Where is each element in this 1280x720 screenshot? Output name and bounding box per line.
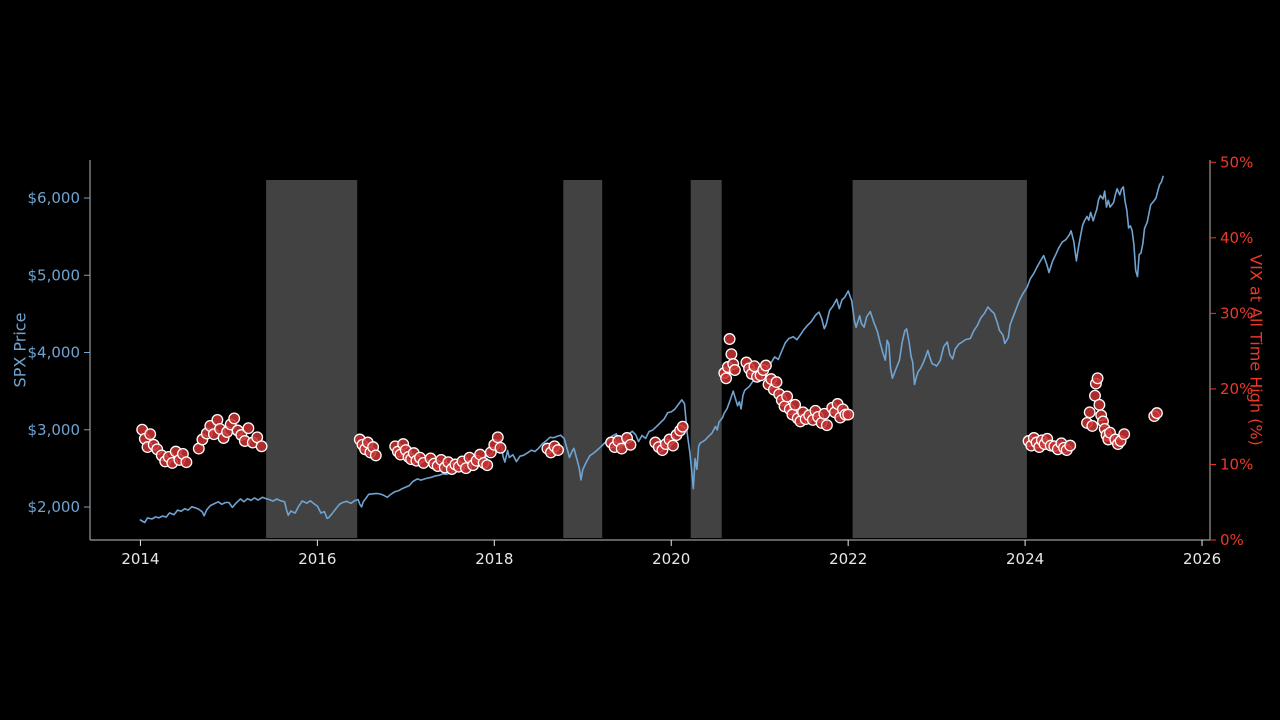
vix-scatter-point — [481, 459, 494, 472]
vix-scatter-point — [842, 408, 855, 421]
vix-scatter-point — [781, 390, 794, 403]
vix-scatter-point — [491, 431, 504, 444]
right-tick-label: 50% — [1220, 153, 1253, 171]
vix-scatter-point — [820, 419, 833, 432]
drawdown-band — [690, 180, 722, 538]
spx-price-line — [139, 175, 1164, 524]
vix-scatter-point — [759, 359, 772, 372]
right-axis-title: VIX at All Time High (%) — [1246, 254, 1266, 446]
vix-scatter-point — [180, 456, 193, 469]
vix-scatter-point — [1150, 407, 1163, 420]
right-tick-label: 0% — [1220, 531, 1244, 549]
right-tick-label: 30% — [1220, 304, 1253, 322]
x-tick-label: 2020 — [652, 550, 690, 568]
vix-scatter-point — [667, 439, 679, 452]
vix-scatter-point — [725, 348, 738, 361]
drawdown-band — [266, 180, 358, 538]
left-tick-label: $6,000 — [28, 189, 81, 207]
vix-scatter-point — [676, 420, 689, 433]
vix-scatter-point — [1118, 428, 1131, 441]
x-tick-label: 2016 — [298, 550, 336, 568]
vix-scatter-point — [1064, 439, 1077, 452]
left-tick-label: $2,000 — [28, 498, 81, 516]
vix-scatter-point — [789, 398, 802, 411]
vix-scatter-point — [144, 428, 157, 441]
vix-scatter-point — [552, 444, 564, 457]
drawdown-band — [563, 180, 603, 538]
vix-scatter-point — [255, 440, 268, 453]
left-tick-label: $4,000 — [28, 344, 81, 362]
vix-scatter-point — [770, 376, 783, 389]
vix-scatter-point — [228, 412, 241, 425]
vix-scatter-point — [1086, 419, 1099, 432]
left-tick-label: $5,000 — [28, 266, 81, 284]
vix-scatter-point — [494, 441, 507, 454]
vix-scatter-point — [1091, 372, 1104, 385]
x-tick-label: 2018 — [475, 550, 513, 568]
vix-scatter-point — [720, 372, 733, 385]
left-axis-title: SPX Price — [10, 312, 30, 388]
vix-scatter-point — [369, 449, 382, 462]
vix-scatter-point — [723, 333, 736, 345]
vix-scatter-point — [242, 422, 255, 435]
drawdown-band — [852, 180, 1027, 538]
x-tick-label: 2024 — [1006, 550, 1044, 568]
x-tick-label: 2022 — [829, 550, 867, 568]
vix-scatter-point — [728, 364, 741, 376]
x-tick-label: 2014 — [121, 550, 159, 568]
right-tick-label: 20% — [1220, 380, 1253, 398]
vix-scatter-point — [624, 438, 637, 451]
right-tick-label: 10% — [1220, 455, 1253, 473]
vix-scatter-point — [1083, 406, 1096, 419]
vix-scatter-point — [1093, 398, 1106, 411]
x-tick-label: 2026 — [1183, 550, 1221, 568]
left-tick-label: $3,000 — [28, 421, 81, 439]
right-tick-label: 40% — [1220, 229, 1253, 247]
